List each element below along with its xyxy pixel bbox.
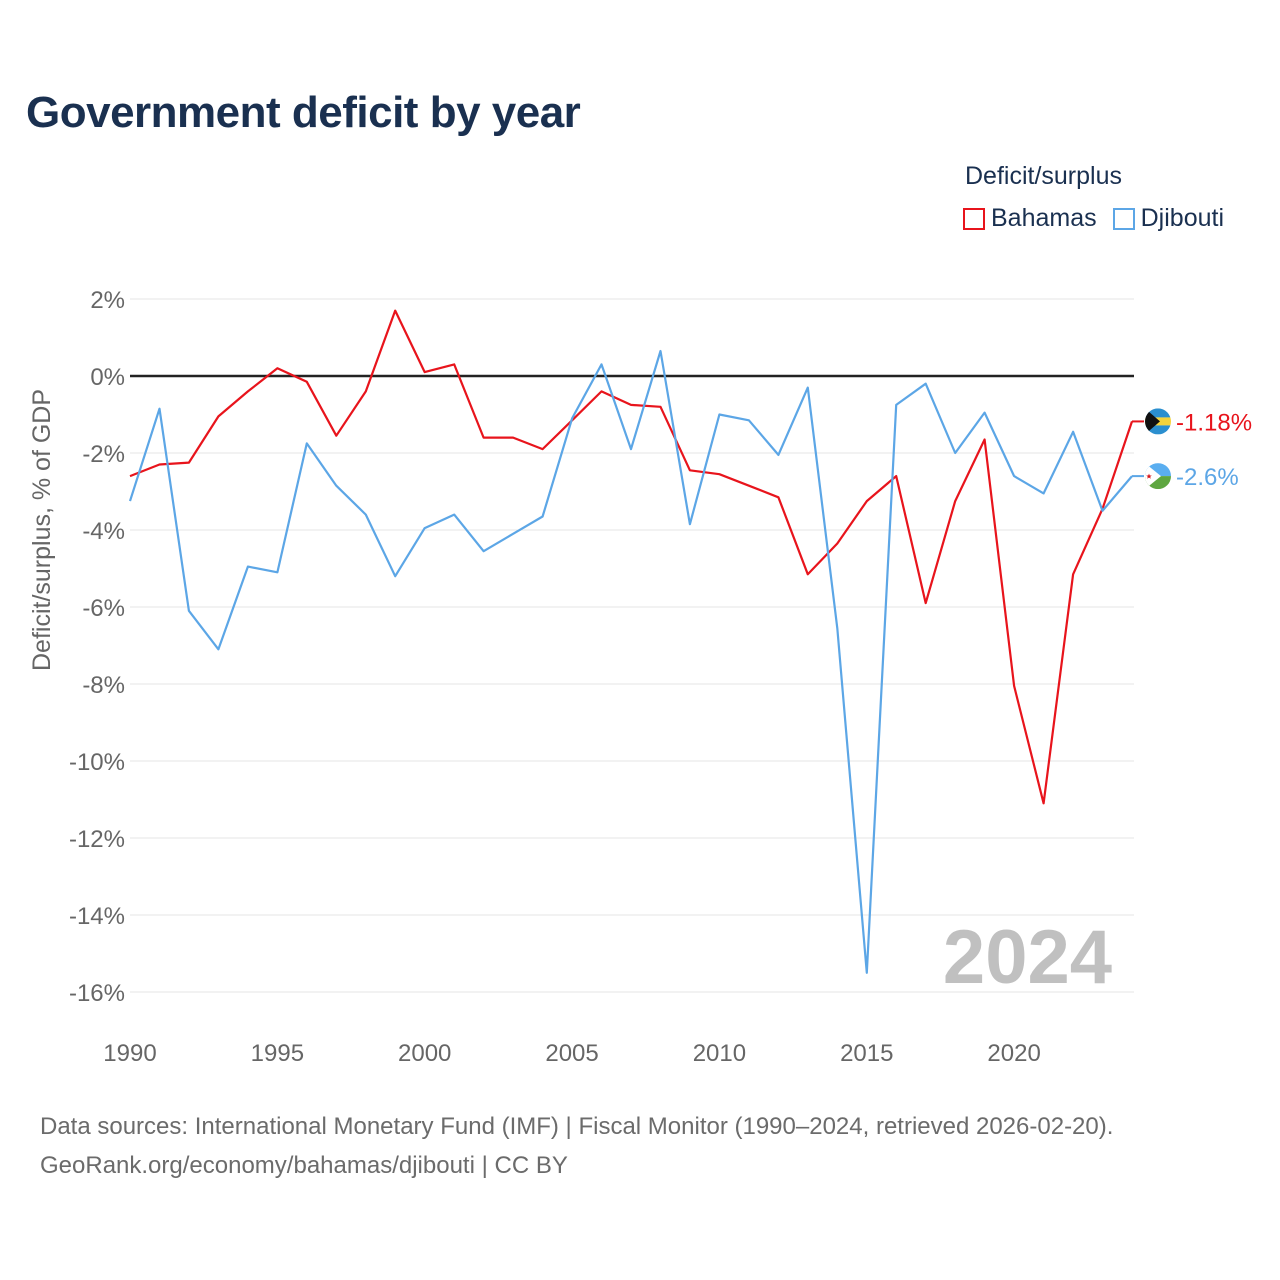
y-axis-label: Deficit/surplus, % of GDP [28,389,56,671]
y-tick-labels: 2% 0% -2% -4% -6% -8% -10% -12% -14% -16% [69,287,125,1007]
end-value-label-bahamas: -1.18% [1176,409,1252,436]
x-tick-label: 2015 [840,1040,893,1067]
source-line-1: Data sources: International Monetary Fun… [40,1113,1114,1140]
x-tick-label: 2000 [398,1040,451,1067]
y-tick-label: -16% [69,980,125,1007]
x-tick-label: 2020 [987,1040,1040,1067]
y-tick-label: -12% [69,826,125,853]
legend: Bahamas Djibouti [963,204,1224,233]
legend-label-bahamas: Bahamas [991,204,1097,232]
y-tick-label: 0% [90,364,125,391]
end-value-labels: -1.18% -2.6% [1176,409,1252,491]
year-watermark: 2024 [943,915,1112,1000]
chart-title: Government deficit by year [26,88,581,137]
legend-item-bahamas[interactable]: Bahamas [963,204,1097,233]
x-tick-label: 2005 [545,1040,598,1067]
end-markers [1145,408,1171,490]
x-tick-labels: 1990 1995 2000 2005 2010 2015 2020 [103,1040,1041,1067]
x-tick-label: 2010 [693,1040,746,1067]
y-tick-label: -2% [82,441,125,468]
y-tick-label: 2% [90,287,125,314]
source-note: Data sources: International Monetary Fun… [40,1107,1113,1185]
legend-swatch-bahamas [963,207,985,230]
djibouti-flag-icon [1145,463,1171,490]
series-line-djibouti [128,349,1133,974]
series-lines [128,309,1144,974]
legend-swatch-djibouti [1112,207,1135,230]
end-value-label-djibouti: -2.6% [1176,464,1239,491]
series-line-bahamas [129,309,1134,805]
gridlines [130,298,1134,993]
y-tick-label: -10% [69,749,125,776]
y-tick-label: -8% [82,672,125,699]
x-tick-label: 1995 [251,1040,304,1067]
y-tick-label: -6% [82,595,125,622]
x-tick-label: 1990 [103,1040,156,1067]
legend-title: Deficit/surplus [965,162,1122,190]
legend-label-djibouti: Djibouti [1140,204,1224,232]
source-line-2[interactable]: GeoRank.org/economy/bahamas/djibouti | C… [40,1152,568,1179]
bahamas-flag-icon [1145,408,1171,435]
y-tick-label: -14% [69,903,125,930]
legend-item-djibouti[interactable]: Djibouti [1112,204,1224,233]
y-tick-label: -4% [82,518,125,545]
